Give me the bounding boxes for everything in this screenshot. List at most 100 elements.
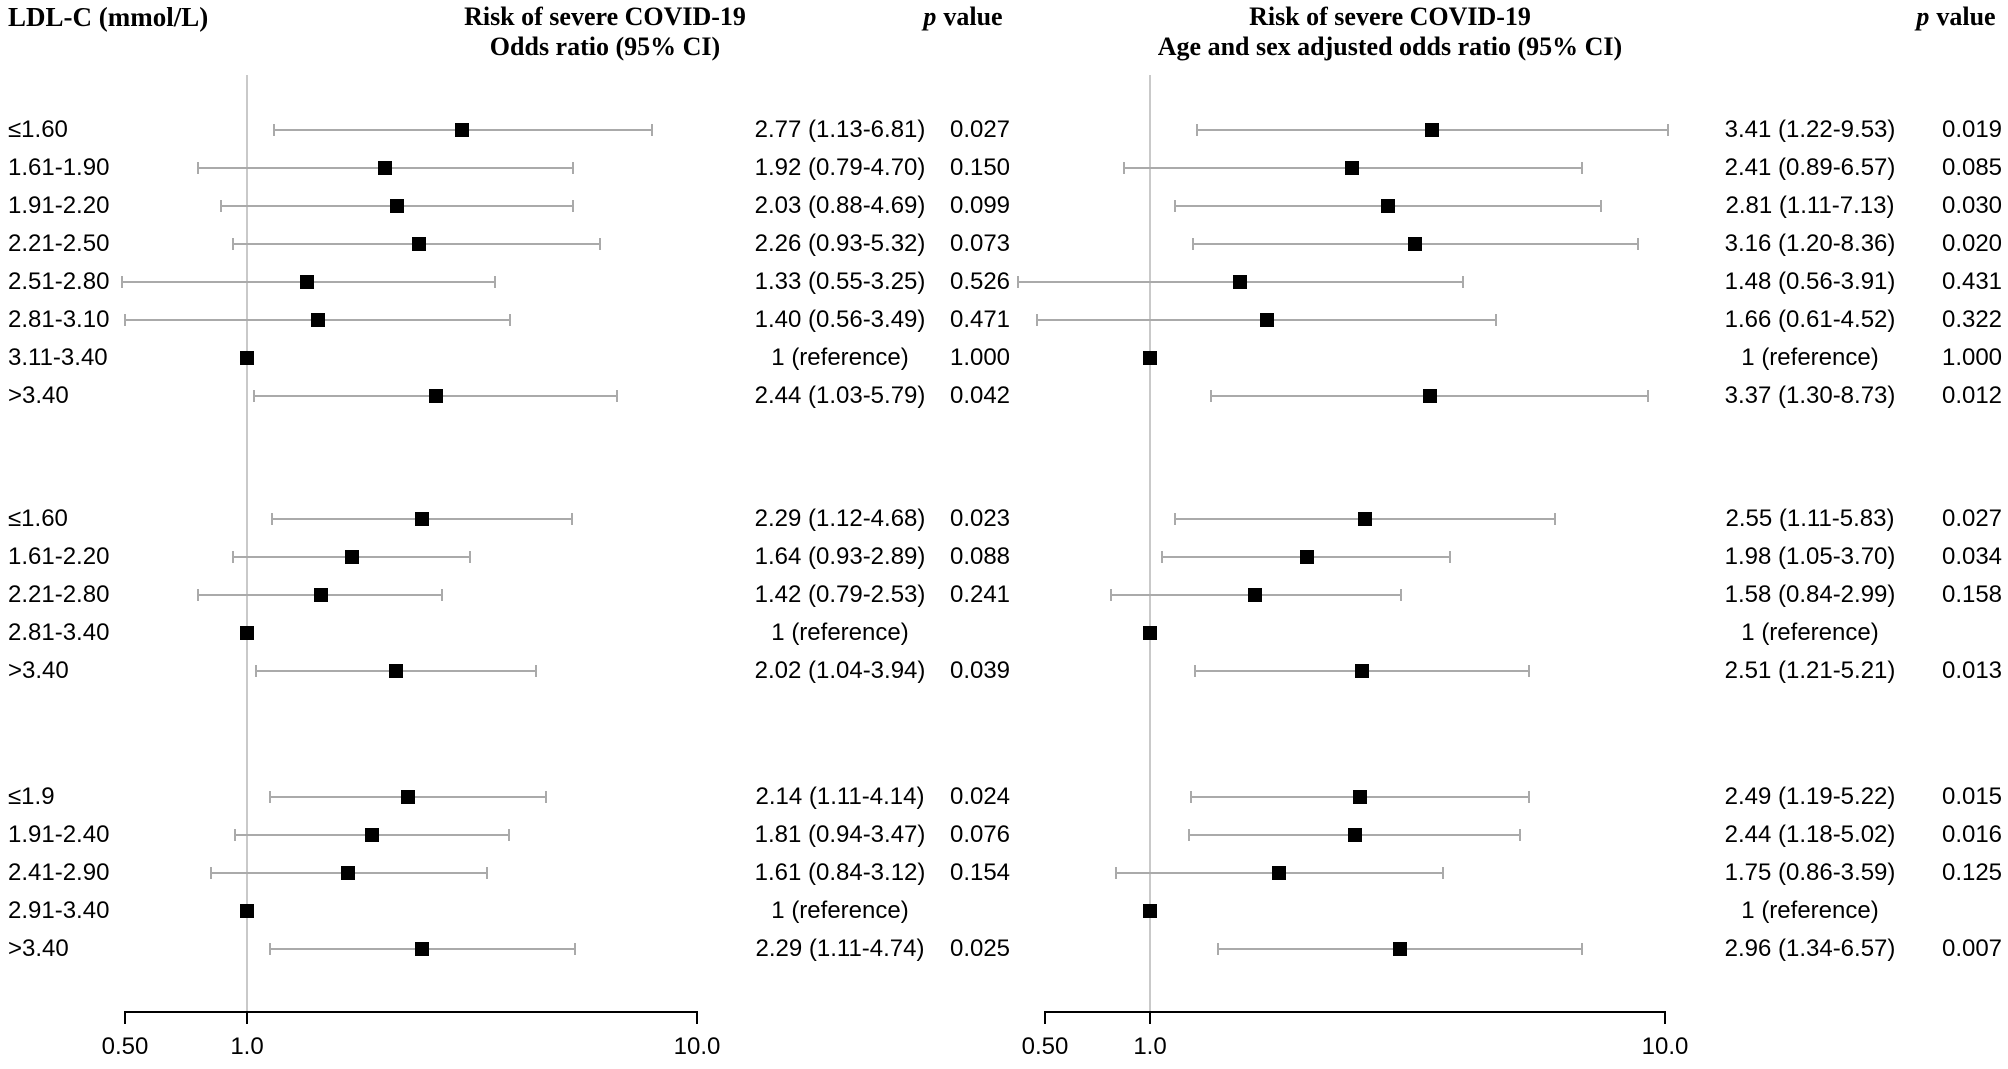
left-or-ci-text: 2.77 (1.13-6.81) xyxy=(754,116,926,143)
right-or-ci-text: 2.41 (0.89-6.57) xyxy=(1724,154,1896,181)
left-x-axis-tick-label: 0.50 xyxy=(101,1033,149,1060)
left-ci-cap-low xyxy=(197,589,200,601)
right-or-ci-text: 1.48 (0.56-3.91) xyxy=(1724,268,1896,295)
category-label: 1.91-2.40 xyxy=(8,821,110,848)
right-or-ci-text: 2.55 (1.11-5.83) xyxy=(1725,505,1895,532)
right-ci-cap-high xyxy=(1400,589,1403,601)
right-p-value-text: 0.431 xyxy=(1941,268,2003,295)
left-ci-cap-high xyxy=(572,162,575,174)
right-p-value-text: 0.016 xyxy=(1941,821,2003,848)
left-p-value-text: 0.150 xyxy=(949,154,1011,181)
right-or-ci-text: 2.49 (1.19-5.22) xyxy=(1724,783,1896,810)
left-ci-cap-high xyxy=(650,124,653,136)
left-or-ci-text: 2.44 (1.03-5.79) xyxy=(754,382,926,409)
right-x-axis-tick xyxy=(1044,1011,1046,1024)
right-p-value-header: p value xyxy=(1896,2,2008,32)
right-panel-title: Risk of severe COVID-19 Age and sex adju… xyxy=(1140,2,1640,62)
right-panel-title-line1: Risk of severe COVID-19 xyxy=(1249,2,1531,31)
left-p-value-text: 1.000 xyxy=(949,344,1011,371)
left-ci-cap-high xyxy=(508,829,511,841)
right-ci-cap-high xyxy=(1646,390,1649,402)
right-or-ci-text: 2.81 (1.11-7.13) xyxy=(1725,192,1895,219)
right-or-marker xyxy=(1407,237,1422,251)
left-or-ci-text: 1.33 (0.55-3.25) xyxy=(754,268,926,295)
left-ci-cap-high xyxy=(509,314,512,326)
right-x-axis-tick xyxy=(1664,1011,1666,1024)
category-label: ≤1.9 xyxy=(8,783,55,810)
right-ci-cap-low xyxy=(1190,791,1193,803)
right-p-value-text: 0.125 xyxy=(1941,859,2003,886)
left-or-marker xyxy=(311,313,326,327)
category-label: 2.91-3.40 xyxy=(8,897,110,924)
left-or-marker xyxy=(340,866,355,880)
right-ci-cap-high xyxy=(1495,314,1498,326)
right-or-marker xyxy=(1271,866,1286,880)
right-or-marker xyxy=(1358,512,1373,526)
right-ci-cap-low xyxy=(1195,124,1198,136)
left-ci-cap-low xyxy=(219,200,222,212)
left-ci-cap-low xyxy=(231,238,234,250)
left-or-marker xyxy=(415,512,430,526)
left-ci-cap-high xyxy=(574,943,577,955)
left-or-marker xyxy=(455,123,470,137)
left-p-value-text: 0.024 xyxy=(949,783,1011,810)
left-p-value-header: p value xyxy=(863,2,1063,32)
right-p-value-text: 0.322 xyxy=(1941,306,2003,333)
right-p-value-text: 0.007 xyxy=(1941,935,2003,962)
right-or-marker xyxy=(1345,161,1360,175)
right-x-axis-tick-label: 10.0 xyxy=(1641,1033,1689,1060)
left-x-axis-tick xyxy=(246,1011,248,1024)
right-or-ci-text: 1 (reference) xyxy=(1741,619,1879,646)
right-or-ci-text: 3.16 (1.20-8.36) xyxy=(1724,230,1896,257)
right-ci-cap-high xyxy=(1528,791,1531,803)
left-or-ci-text: 1 (reference) xyxy=(771,344,909,371)
category-label: 2.21-2.80 xyxy=(8,581,110,608)
left-ci-cap-low xyxy=(120,276,123,288)
left-x-axis-line xyxy=(125,1011,697,1013)
left-ci-cap-low xyxy=(253,390,256,402)
left-or-ci-text: 2.29 (1.11-4.74) xyxy=(755,935,925,962)
left-or-marker xyxy=(377,161,392,175)
right-or-ci-text: 2.44 (1.18-5.02) xyxy=(1724,821,1896,848)
right-ci-cap-high xyxy=(1581,943,1584,955)
left-ci-cap-low xyxy=(269,943,272,955)
right-x-axis-tick xyxy=(1149,1011,1151,1024)
right-ci-cap-high xyxy=(1553,513,1556,525)
right-or-ci-text: 3.37 (1.30-8.73) xyxy=(1724,382,1896,409)
right-or-ci-text: 1.98 (1.05-3.70) xyxy=(1724,543,1896,570)
right-p-value-text: 0.027 xyxy=(1941,505,2003,532)
right-or-ci-text: 3.41 (1.22-9.53) xyxy=(1724,116,1896,143)
left-or-marker xyxy=(240,351,254,365)
right-p-value-text: 0.020 xyxy=(1941,230,2003,257)
left-ci-cap-high xyxy=(571,513,574,525)
left-ci-cap-low xyxy=(197,162,200,174)
right-or-marker xyxy=(1143,904,1157,918)
right-or-ci-text: 2.96 (1.34-6.57) xyxy=(1724,935,1896,962)
category-label: 2.81-3.40 xyxy=(8,619,110,646)
left-ci-cap-low xyxy=(233,829,236,841)
right-p-value-text: 0.015 xyxy=(1941,783,2003,810)
right-or-marker xyxy=(1380,199,1395,213)
right-ci-cap-low xyxy=(1217,943,1220,955)
category-label: 2.81-3.10 xyxy=(8,306,110,333)
right-ci-cap-low xyxy=(1174,513,1177,525)
left-p-value-text: 0.023 xyxy=(949,505,1011,532)
left-reference-line xyxy=(246,75,248,1012)
left-ci-cap-high xyxy=(485,867,488,879)
right-or-ci-text: 1.66 (0.61-4.52) xyxy=(1724,306,1896,333)
left-ci-cap-low xyxy=(255,665,258,677)
right-or-ci-text: 1 (reference) xyxy=(1741,897,1879,924)
left-or-marker xyxy=(365,828,380,842)
right-p-value-text: 0.012 xyxy=(1941,382,2003,409)
left-p-value-text: 0.039 xyxy=(949,657,1011,684)
left-or-ci-text: 1.40 (0.56-3.49) xyxy=(754,306,926,333)
right-ci-cap-high xyxy=(1527,665,1530,677)
right-or-marker xyxy=(1233,275,1248,289)
category-label: 1.61-1.90 xyxy=(8,154,110,181)
left-p-header-italic: p xyxy=(923,2,937,31)
right-ci-cap-low xyxy=(1161,551,1164,563)
right-or-marker xyxy=(1352,790,1367,804)
right-ci-cap-high xyxy=(1449,551,1452,563)
right-p-value-text: 0.030 xyxy=(1941,192,2003,219)
